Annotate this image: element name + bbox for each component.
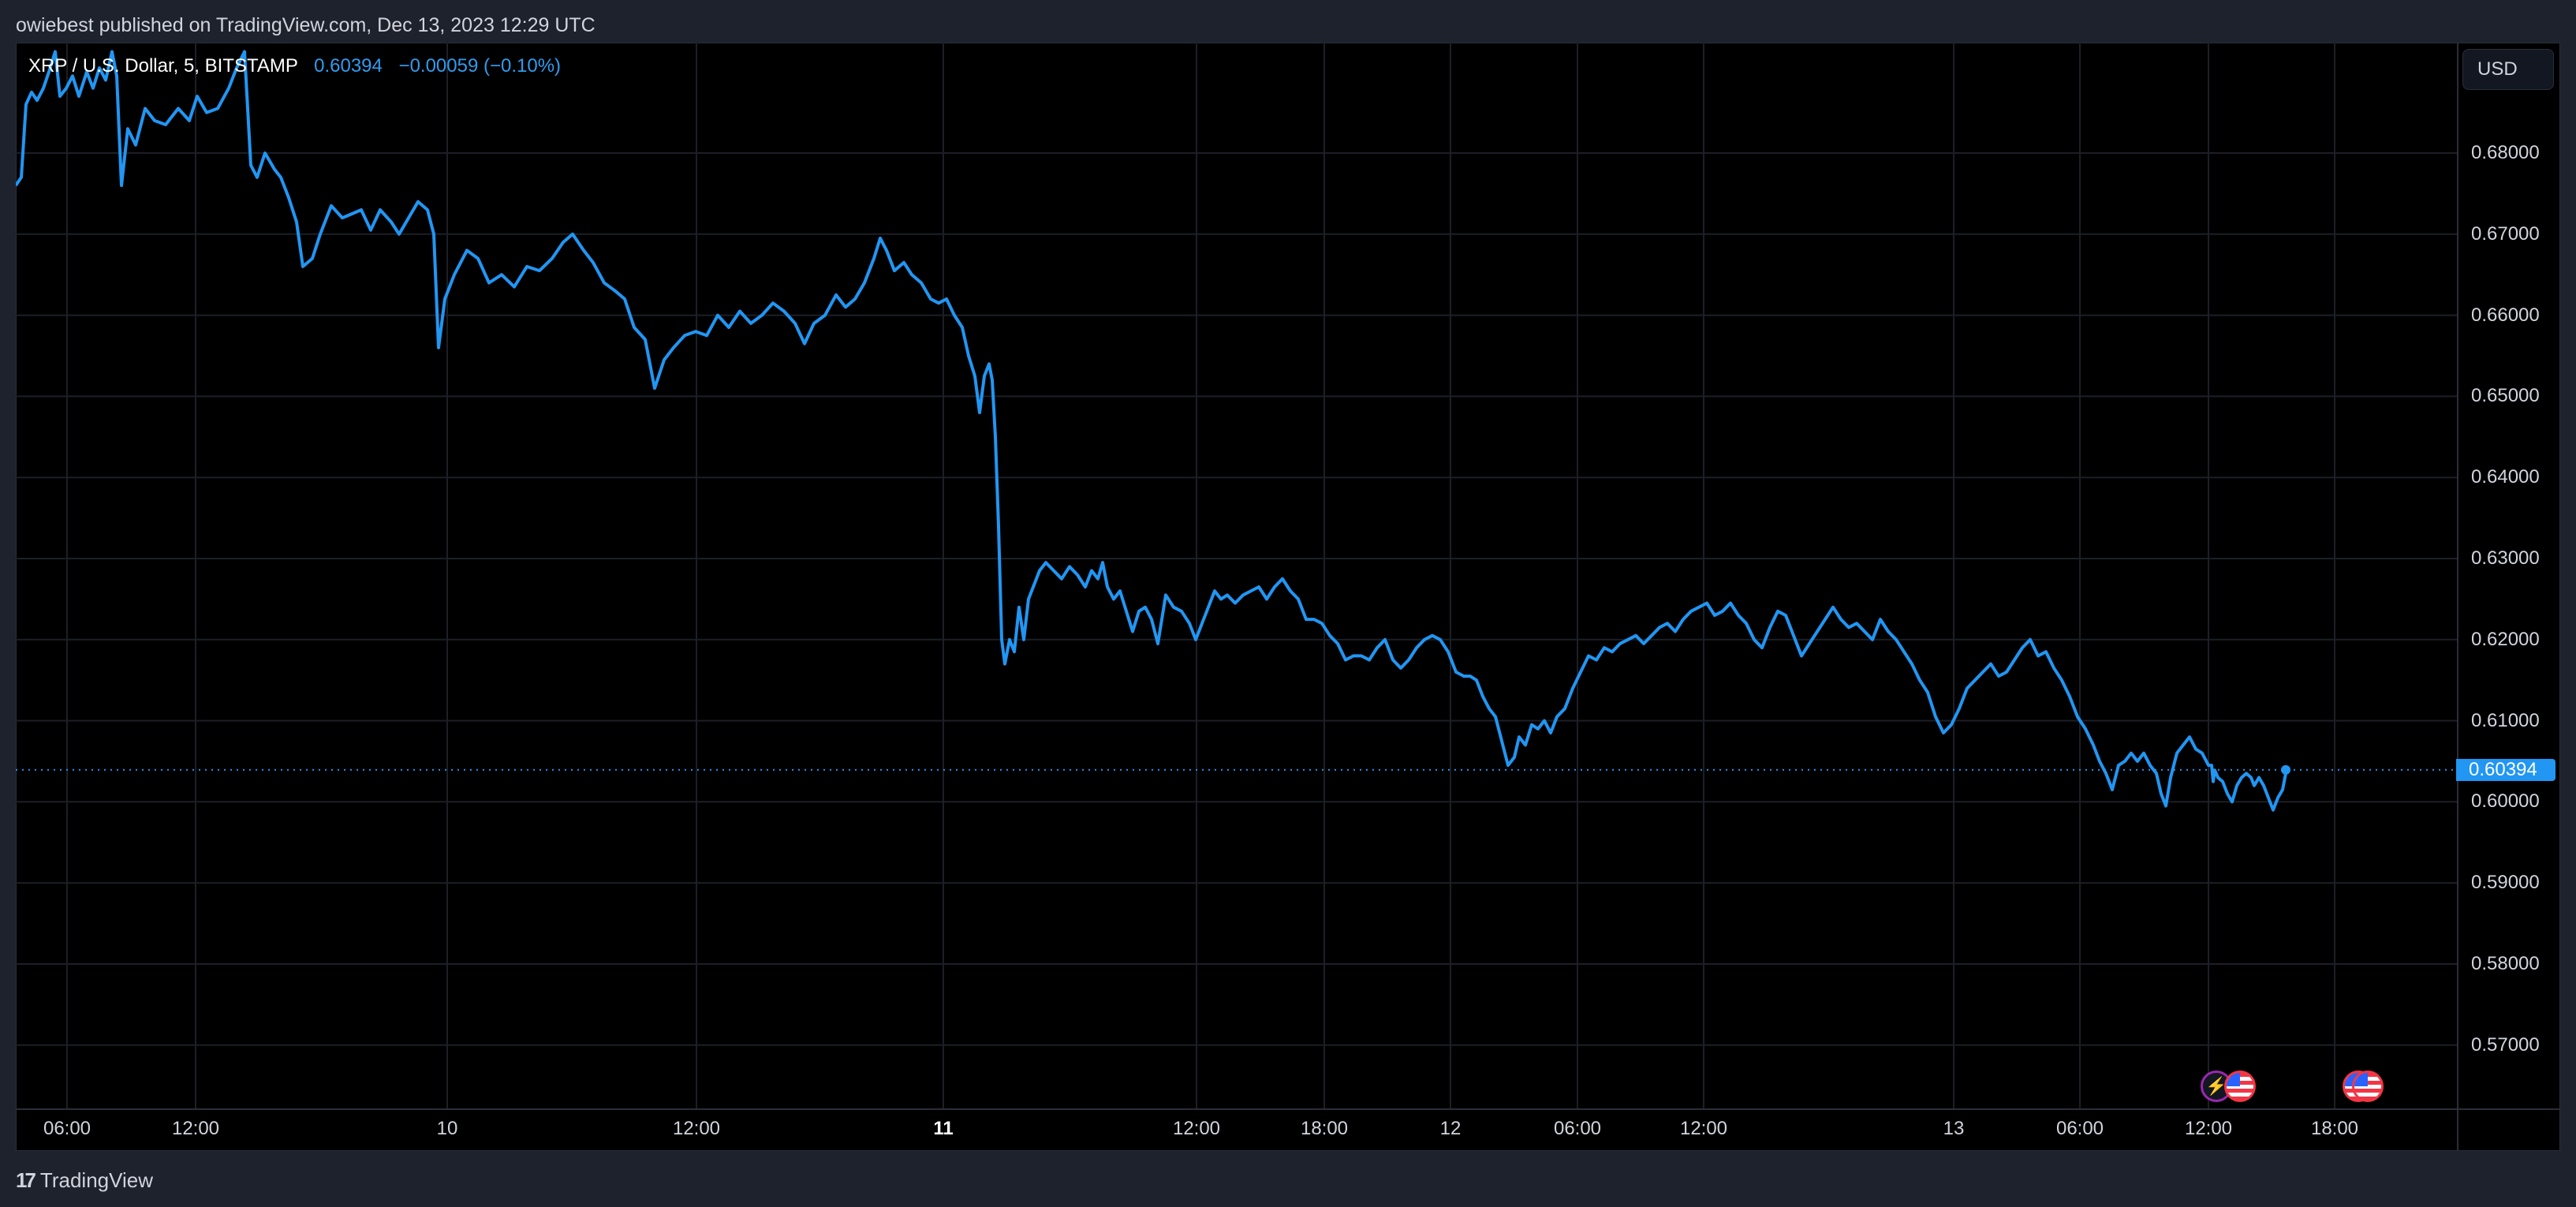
time-axis[interactable]: 06:00 12:00 10 12:00 11 12:00 18:00 12 06:00 12:0… (16, 1108, 2457, 1151)
last-point-marker (2281, 764, 2290, 775)
price-line (16, 50, 2287, 812)
price-tick-label: 0.67000 (2471, 222, 2540, 245)
publish-header: owiebest published on TradingView.com, D… (16, 14, 595, 36)
currency-button[interactable]: USD (2462, 49, 2554, 90)
time-tick-label: 12:00 (672, 1118, 721, 1139)
price-tick-label: 0.60000 (2471, 790, 2540, 813)
time-tick-label: 06:00 (2055, 1118, 2104, 1139)
us-flag-event-icon[interactable] (2224, 1071, 2256, 1102)
price-tick-label: 0.64000 (2471, 466, 2540, 488)
time-tick-label: 13 (1943, 1118, 1965, 1139)
last-price-label: 0.60394 (2456, 758, 2555, 781)
price-chart-plot[interactable] (16, 43, 2457, 1108)
footer: 17 TradingView (16, 1166, 153, 1194)
price-tick-label: 0.66000 (2471, 304, 2540, 326)
brand-name: TradingView (39, 1168, 153, 1192)
time-tick-label: 11 (933, 1118, 954, 1139)
time-tick-label: 18:00 (1300, 1118, 1349, 1139)
price-tick-label: 0.58000 (2471, 953, 2540, 974)
last-value: 0.60394 (314, 55, 383, 77)
price-tick-label: 0.68000 (2471, 142, 2540, 163)
price-tick-label: 0.57000 (2471, 1033, 2540, 1056)
time-tick-label: 18:00 (2310, 1118, 2359, 1139)
tradingview-logo-icon: 17 (16, 1168, 36, 1192)
chart-frame (16, 43, 2560, 1151)
change-value: −0.00059 (−0.10%) (398, 55, 562, 77)
symbol-title: XRP / U.S. Dollar, 5, BITSTAMP (28, 55, 298, 77)
price-tick-label: 0.59000 (2471, 872, 2540, 894)
price-axis[interactable]: 0.68000 0.67000 0.66000 0.65000 0.64000 0.630… (2457, 43, 2560, 1108)
time-tick-label: 12:00 (171, 1118, 220, 1139)
time-tick-label: 12:00 (2184, 1118, 2233, 1139)
price-tick-label: 0.61000 (2471, 709, 2540, 731)
axis-corner (2457, 1108, 2560, 1151)
us-flag-event-icon[interactable] (2352, 1071, 2384, 1102)
price-tick-label: 0.63000 (2471, 547, 2540, 569)
time-tick-label: 12:00 (1172, 1118, 1221, 1139)
time-tick-label: 12 (1439, 1118, 1462, 1139)
time-tick-label: 06:00 (43, 1118, 91, 1139)
time-tick-label: 12:00 (1679, 1118, 1728, 1139)
time-tick-label: 06:00 (1553, 1118, 1602, 1139)
price-tick-label: 0.62000 (2471, 628, 2540, 650)
price-tick-label: 0.65000 (2471, 385, 2540, 407)
symbol-legend: XRP / U.S. Dollar, 5, BITSTAMP 0.60394 −… (28, 55, 561, 77)
time-tick-label: 10 (436, 1118, 458, 1139)
price-line-chart (16, 43, 2457, 1108)
